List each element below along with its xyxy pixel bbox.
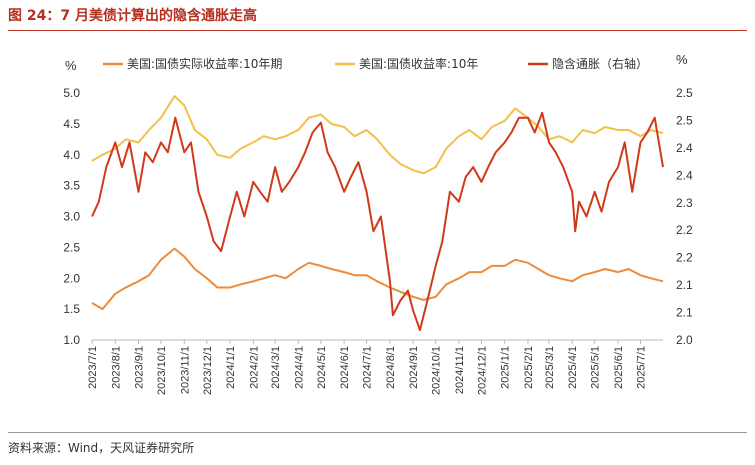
right-tick-label: 2.5 xyxy=(676,113,693,127)
right-unit-label: % xyxy=(676,52,688,67)
x-tick-label: 2024/5/1 xyxy=(316,346,328,389)
x-tick-label: 2023/12/1 xyxy=(202,346,214,395)
right-tick-label: 2.5 xyxy=(676,86,693,100)
x-tick-label: 2024/9/1 xyxy=(408,346,420,389)
series-line-1 xyxy=(91,95,664,175)
left-tick-label: 1.0 xyxy=(63,333,80,347)
x-tick-label: 2024/7/1 xyxy=(362,346,374,389)
left-tick-label: 3.5 xyxy=(63,179,80,193)
left-tick-label: 4.0 xyxy=(63,148,80,162)
footer-divider xyxy=(8,432,747,433)
left-tick-label: 3.0 xyxy=(63,210,80,224)
left-unit-label: % xyxy=(65,58,77,73)
left-tick-label: 4.5 xyxy=(63,117,80,131)
right-tick-label: 2.4 xyxy=(676,141,693,155)
left-tick-label: 5.0 xyxy=(63,86,80,100)
x-tick-label: 2025/7/1 xyxy=(635,346,647,389)
right-axis-ticks: 2.0 2.1 2.1 2.2 2.2 2.3 2.4 2.4 2.5 2.5 xyxy=(676,86,693,347)
line-chart: % % 美国:国债实际收益率:10年期 美国:国债收益率:10年 隐含通胀（右轴） … xyxy=(63,52,693,395)
x-tick-label: 2025/6/1 xyxy=(613,346,625,389)
right-tick-label: 2.1 xyxy=(676,278,693,292)
left-tick-label: 1.5 xyxy=(63,302,80,316)
x-axis-ticks: 2023/7/1 2023/8/1 2023/9/1 2023/10/1 2023/11… xyxy=(87,340,647,395)
legend-label-2: 隐含通胀（右轴） xyxy=(552,56,648,71)
right-tick-label: 2.4 xyxy=(676,168,693,182)
legend-label-1: 美国:国债收益率:10年 xyxy=(359,56,478,71)
x-tick-label: 2025/2/1 xyxy=(523,346,535,389)
x-tick-label: 2024/10/1 xyxy=(431,346,443,395)
x-tick-label: 2024/11/1 xyxy=(454,346,466,394)
right-tick-label: 2.2 xyxy=(676,223,693,237)
right-tick-label: 2.1 xyxy=(676,306,693,320)
x-tick-label: 2024/1/1 xyxy=(225,346,237,389)
series-layer xyxy=(91,95,664,332)
x-tick-label: 2024/3/1 xyxy=(270,346,282,389)
x-tick-label: 2024/4/1 xyxy=(293,346,305,389)
right-tick-label: 2.3 xyxy=(676,196,693,210)
x-tick-label: 2023/11/1 xyxy=(179,346,191,394)
right-tick-label: 2.2 xyxy=(676,251,693,265)
left-tick-label: 2.5 xyxy=(63,240,80,254)
x-tick-label: 2023/8/1 xyxy=(110,346,122,389)
x-tick-label: 2025/1/1 xyxy=(500,346,512,389)
source-note: 资料来源：Wind，天风证券研究所 xyxy=(8,441,195,455)
x-tick-label: 2025/5/1 xyxy=(590,346,602,389)
x-tick-label: 2025/4/1 xyxy=(567,346,579,389)
x-tick-label: 2023/7/1 xyxy=(87,346,99,389)
right-tick-label: 2.0 xyxy=(676,333,693,347)
x-tick-label: 2024/2/1 xyxy=(248,346,260,389)
x-tick-label: 2024/12/1 xyxy=(476,346,488,395)
x-tick-label: 2024/6/1 xyxy=(339,346,351,389)
series-line-0 xyxy=(91,247,664,311)
chart-legend: 美国:国债实际收益率:10年期 美国:国债收益率:10年 隐含通胀（右轴） xyxy=(103,56,648,71)
series-line-2 xyxy=(91,111,664,332)
x-tick-label: 2025/3/1 xyxy=(544,346,556,389)
x-tick-label: 2024/8/1 xyxy=(385,346,397,389)
figure-title: 图 24：7 月美债计算出的隐含通胀走高 xyxy=(8,8,257,24)
title-divider xyxy=(8,30,747,31)
left-axis-ticks: 1.0 1.5 2.0 2.5 3.0 3.5 4.0 4.5 5.0 xyxy=(63,86,80,347)
x-tick-label: 2023/10/1 xyxy=(156,346,168,395)
left-tick-label: 2.0 xyxy=(63,271,80,285)
x-tick-label: 2023/9/1 xyxy=(134,346,146,389)
legend-label-0: 美国:国债实际收益率:10年期 xyxy=(127,56,282,71)
